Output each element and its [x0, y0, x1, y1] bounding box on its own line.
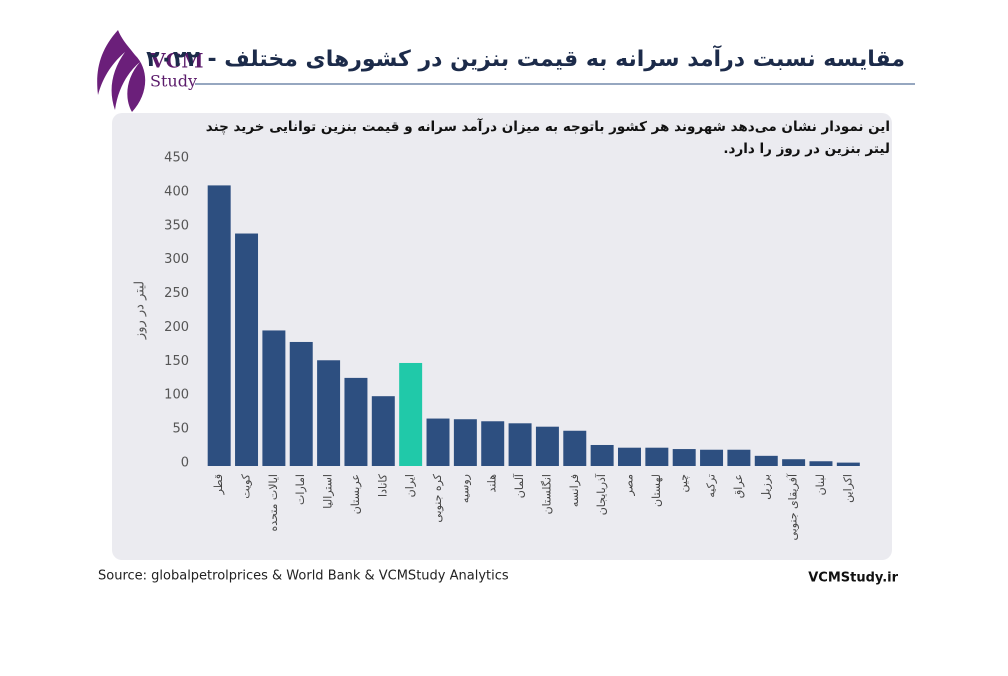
logo-mark — [97, 30, 146, 112]
x-tick-label: لبنان — [814, 474, 827, 495]
bar — [289, 341, 313, 466]
bar — [590, 444, 614, 466]
bar — [809, 461, 833, 466]
bar — [836, 462, 860, 466]
bar — [645, 447, 669, 466]
x-tick-label: انگلستان — [540, 474, 553, 514]
y-tick-label: 450 — [164, 151, 189, 166]
x-tick-label: لهستان — [650, 474, 663, 507]
source: Source: globalpetrolprices & World Bank … — [98, 569, 509, 584]
y-axis-label: لیتر در روز — [133, 281, 148, 340]
bar — [481, 421, 505, 466]
logo-text: VCM — [149, 49, 204, 73]
x-tick-label: روسیه — [458, 474, 471, 503]
x-tick-label: آلمان — [512, 473, 526, 498]
y-tick-label: 250 — [164, 286, 189, 301]
x-tick-label: کره جنوبی — [431, 473, 444, 522]
x-tick-label: فرانسه — [568, 474, 581, 507]
x-tick-label: استرالیا — [322, 474, 335, 509]
bar — [235, 233, 259, 466]
bar — [262, 330, 286, 466]
y-tick-label: 350 — [164, 218, 189, 233]
bar — [727, 449, 751, 466]
x-tick-label: عربستان — [349, 474, 362, 514]
bar — [754, 455, 778, 466]
bar — [207, 185, 231, 466]
x-tick-label: آذربایجان — [594, 473, 608, 515]
x-tick-label: ایالات متحده — [267, 474, 280, 531]
bar — [426, 418, 450, 466]
y-tick-label: 50 — [172, 422, 189, 437]
x-tick-label: آفریقای جنوبی — [786, 473, 800, 540]
y-tick-label: 0 — [181, 456, 189, 471]
subtitle: این نمودار نشان می‌دهد شهروند هر کشور با… — [205, 119, 890, 157]
bar — [371, 396, 395, 466]
x-tick-label: اکراین — [841, 474, 854, 503]
chart-title: مقایسه نسبت درآمد سرانه به قیمت بنزین در… — [146, 44, 905, 72]
brand: VCMStudy.ir — [808, 571, 898, 586]
bar — [782, 459, 806, 466]
bar — [672, 449, 696, 466]
x-tick-label: کانادا — [376, 473, 389, 497]
y-tick-label: 100 — [164, 388, 189, 403]
bar — [317, 360, 341, 466]
y-tick-label: 200 — [164, 320, 189, 335]
bar — [563, 430, 587, 466]
x-tick-label: عراق — [732, 474, 745, 498]
x-tick-label: برزیل — [759, 474, 772, 500]
x-tick-label: امارات — [294, 474, 307, 505]
x-tick-label: هلند — [486, 474, 499, 493]
bar — [618, 447, 641, 466]
y-tick-label: 300 — [164, 252, 189, 267]
x-tick-label: ایران — [404, 474, 417, 497]
y-tick-label: 150 — [164, 354, 189, 369]
bar — [535, 426, 559, 466]
x-tick-label: مصر — [622, 474, 635, 497]
y-tick-label: 400 — [164, 184, 189, 199]
bar — [399, 362, 423, 466]
x-tick-label: ترکیه — [705, 474, 718, 498]
logo-text: Study — [150, 72, 197, 91]
x-tick-label: قطر — [212, 474, 225, 495]
bar — [508, 423, 532, 466]
bar — [344, 377, 368, 466]
bar — [700, 449, 724, 466]
bar — [453, 419, 477, 466]
x-tick-label: چین — [677, 474, 690, 493]
x-tick-label: کویت — [240, 473, 253, 499]
